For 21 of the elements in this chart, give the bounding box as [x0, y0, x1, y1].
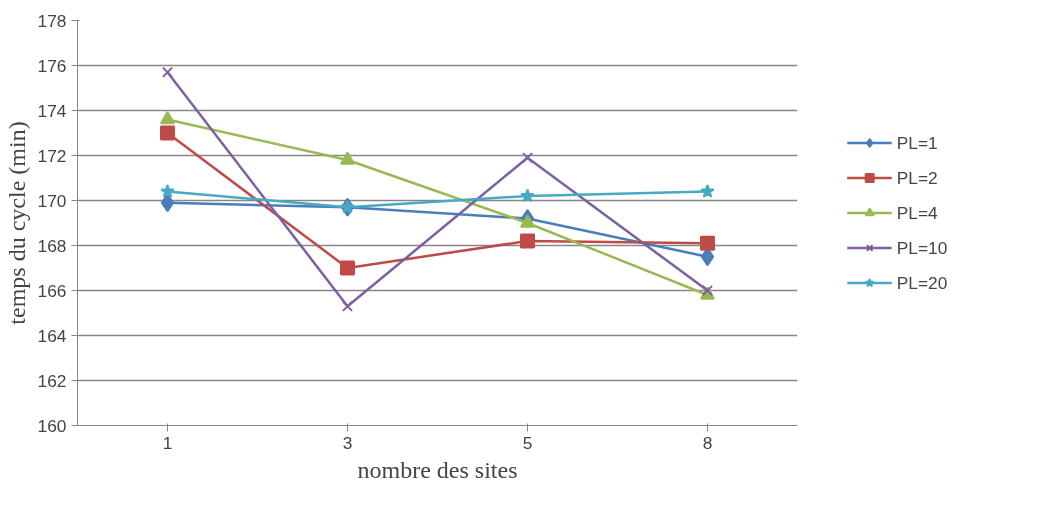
y-tick-label: 178 [37, 10, 67, 31]
y-tick-label: 174 [37, 100, 67, 121]
legend-label: PL=10 [896, 237, 948, 258]
y-tick-label: 176 [37, 55, 67, 76]
x-tick-label: 1 [162, 432, 173, 453]
x-axis-title: nombre des sites [357, 456, 518, 483]
y-tick-label: 170 [37, 190, 67, 211]
y-tick-label: 164 [37, 325, 67, 346]
legend-label: PL=1 [896, 132, 938, 153]
legend-label: PL=4 [896, 202, 938, 223]
y-tick-label: 166 [37, 280, 67, 301]
y-tick-label: 168 [37, 235, 67, 256]
y-tick-label: 172 [37, 145, 67, 166]
y-tick-label: 162 [37, 370, 67, 391]
legend-label: PL=20 [896, 272, 948, 293]
x-tick-label: 8 [702, 432, 713, 453]
y-tick-label: 160 [37, 415, 67, 436]
y-axis-title: temps du cycle (min) [3, 121, 30, 325]
x-tick-label: 3 [342, 432, 353, 453]
x-tick-label: 5 [522, 432, 533, 453]
legend-label: PL=2 [896, 167, 938, 188]
